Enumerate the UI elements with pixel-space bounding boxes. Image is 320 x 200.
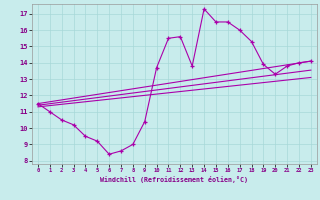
- X-axis label: Windchill (Refroidissement éolien,°C): Windchill (Refroidissement éolien,°C): [100, 176, 248, 183]
